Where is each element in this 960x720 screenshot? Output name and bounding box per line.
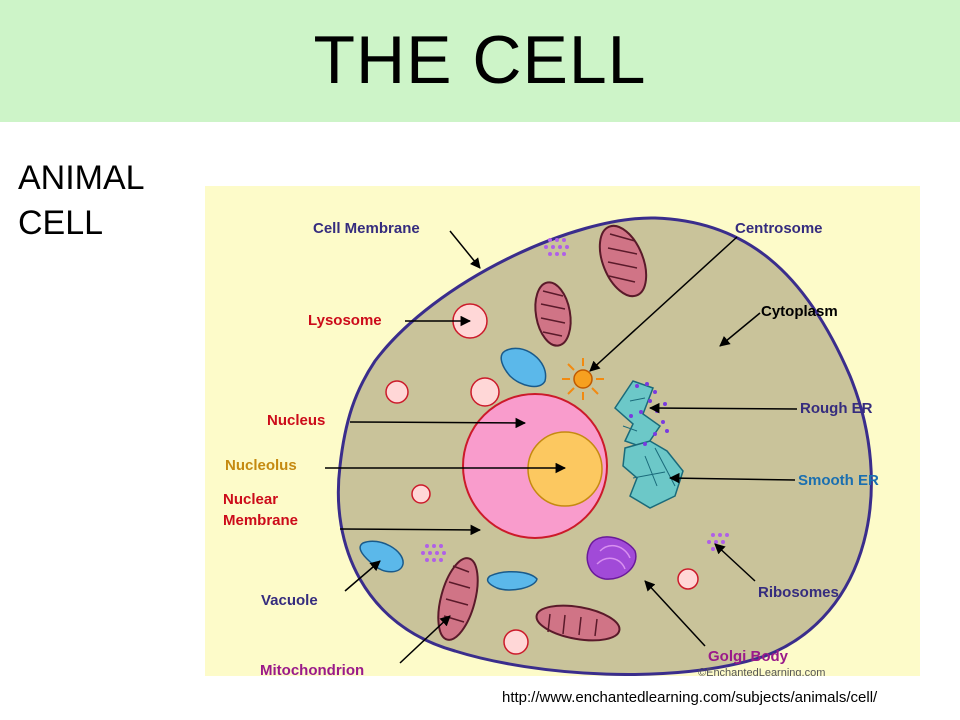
lysosome <box>411 484 431 504</box>
lysosome <box>470 377 500 407</box>
label-nuclear-line-2: Membrane <box>223 512 298 529</box>
nucleolus <box>527 431 603 507</box>
label-vacuole: Vacuole <box>261 592 318 609</box>
label-ribosomes: Ribosomes <box>758 584 839 601</box>
rough-er-ribosomes <box>629 382 669 446</box>
label-mitochondrion: Mitochondrion <box>260 662 364 676</box>
vacuole-lower-left <box>359 540 404 573</box>
label-rough-er: Rough ER <box>800 400 873 417</box>
label-cytoplasm: Cytoplasm <box>761 303 838 320</box>
label-golgi-body: Golgi Body <box>708 648 789 665</box>
golgi-body <box>586 536 637 580</box>
title-banner: THE CELL <box>0 0 960 122</box>
label-arrows <box>325 230 798 664</box>
vacuole-upper <box>500 347 547 388</box>
lysosome <box>503 629 529 655</box>
side-label: ANIMAL CELL <box>18 156 145 246</box>
label-smooth-er: Smooth ER <box>798 472 879 489</box>
centrosome <box>562 358 604 400</box>
label-cell-membrane: Cell Membrane <box>313 220 420 237</box>
ribosome-cluster-left <box>421 544 446 562</box>
mitochondrion-top-right <box>598 224 648 298</box>
animal-cell-diagram: Cell Membrane Centrosome Lysosome Cytopl… <box>205 186 920 676</box>
label-nucleus: Nucleus <box>267 412 325 429</box>
side-label-line-1: ANIMAL <box>18 159 145 197</box>
side-label-line-2: CELL <box>18 204 104 242</box>
label-lysosome: Lysosome <box>308 312 382 329</box>
cell-svg: Cell Membrane Centrosome Lysosome Cytopl… <box>205 186 920 676</box>
mitochondrion-upper <box>534 281 572 347</box>
vacuole-lower <box>486 571 538 591</box>
label-centrosome: Centrosome <box>735 220 823 237</box>
mitochondrion-bottom <box>535 604 621 642</box>
label-nuclear-line-1: Nuclear <box>223 491 278 508</box>
smooth-er <box>622 440 684 509</box>
source-url: http://www.enchantedlearning.com/subject… <box>502 689 878 706</box>
page-title: THE CELL <box>313 22 647 98</box>
lysosome <box>385 380 409 404</box>
label-nucleolus: Nucleolus <box>225 457 297 474</box>
ribosome-cluster-top <box>544 238 569 256</box>
lysosome <box>677 568 699 590</box>
diagram-copyright: ©EnchantedLearning.com <box>698 667 825 676</box>
rough-er <box>614 380 662 449</box>
